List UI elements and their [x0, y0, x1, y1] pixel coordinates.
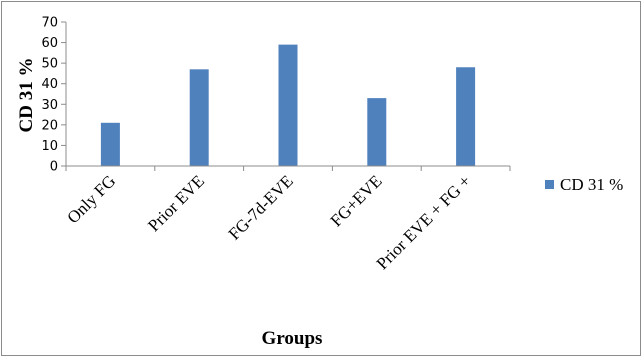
legend-swatch — [545, 180, 554, 189]
bars — [100, 44, 476, 166]
y-axis-title: CD 31 % — [16, 58, 37, 133]
y-tick-label: 70 — [41, 16, 58, 31]
bar — [456, 67, 476, 166]
bar — [278, 44, 298, 166]
x-category-label: Prior EVE — [144, 171, 208, 235]
bar — [189, 69, 209, 166]
x-axis-title: Groups — [262, 328, 323, 349]
bar — [367, 98, 387, 166]
x-axis-ticks — [65, 166, 511, 171]
x-category-label: FG+EVE — [327, 171, 386, 230]
y-tick-label: 10 — [41, 139, 58, 154]
y-tick-label: 0 — [50, 160, 58, 175]
y-tick-label: 50 — [41, 57, 58, 72]
x-category-label: FG-7d-EVE — [225, 171, 297, 243]
y-tick-label: 40 — [41, 77, 58, 92]
bar — [100, 122, 120, 166]
y-axis-ticks: 0 10 20 30 40 50 60 70 — [41, 16, 66, 175]
legend-label: CD 31 % — [560, 175, 623, 194]
y-tick-label: 30 — [41, 98, 58, 113]
x-category-label: Only FG — [63, 171, 119, 227]
y-tick-label: 20 — [41, 118, 58, 133]
x-category-label: Prior EVE + FG + — [373, 171, 475, 273]
legend: CD 31 % — [545, 175, 623, 194]
y-tick-label: 60 — [41, 36, 58, 51]
